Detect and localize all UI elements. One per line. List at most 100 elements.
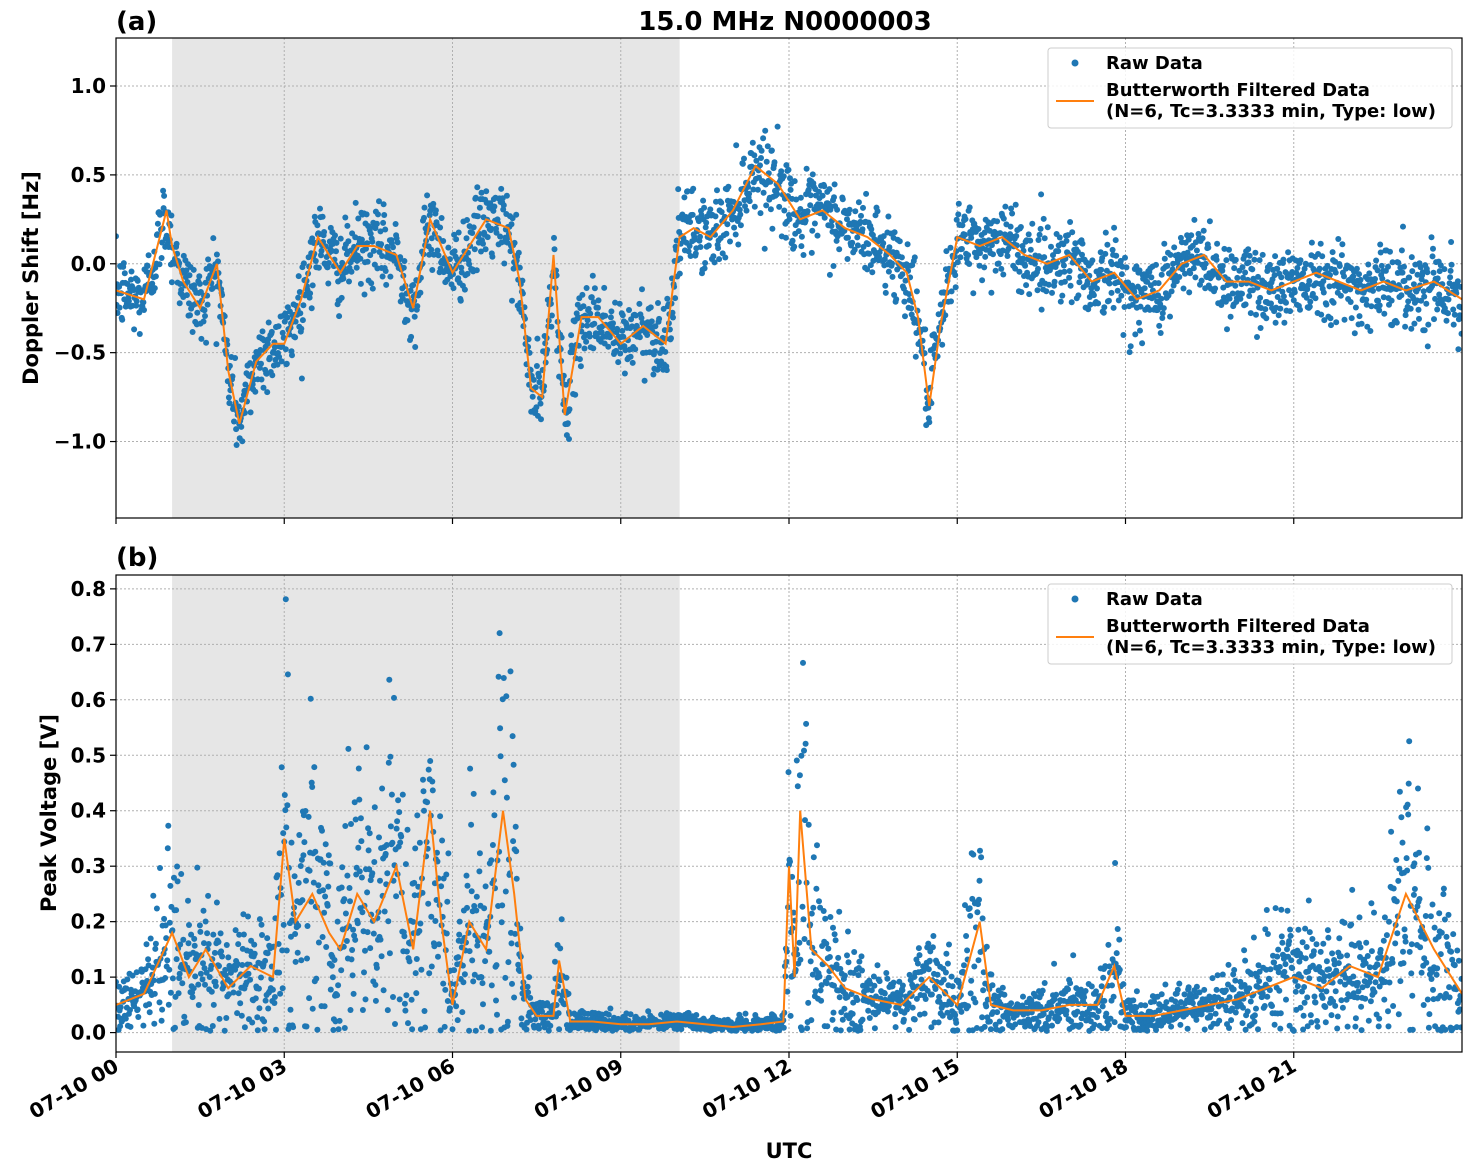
raw-point-b xyxy=(988,1026,994,1032)
raw-point-b xyxy=(489,982,495,988)
raw-point-a xyxy=(886,269,892,275)
raw-point-a xyxy=(733,232,739,238)
raw-point-b xyxy=(814,842,820,848)
raw-point-b xyxy=(813,886,819,892)
raw-point-b xyxy=(224,942,230,948)
raw-point-a xyxy=(364,211,370,217)
raw-point-b xyxy=(965,1003,971,1009)
y-tick-label-a-3: −0.5 xyxy=(54,341,106,365)
raw-point-a xyxy=(1423,301,1429,307)
raw-point-b xyxy=(174,864,180,870)
raw-point-b xyxy=(743,1011,749,1017)
raw-point-b xyxy=(994,1009,1000,1015)
raw-point-b xyxy=(786,769,792,775)
raw-point-a xyxy=(775,124,781,130)
raw-point-a xyxy=(981,264,987,270)
raw-point-a xyxy=(157,261,163,267)
raw-point-b xyxy=(218,948,224,954)
raw-point-a xyxy=(1068,283,1074,289)
raw-point-b xyxy=(265,950,271,956)
raw-point-b xyxy=(292,873,298,879)
raw-point-a xyxy=(993,268,999,274)
raw-point-b xyxy=(1318,949,1324,955)
raw-point-a xyxy=(1276,312,1282,318)
raw-point-b xyxy=(817,974,823,980)
raw-point-b xyxy=(457,919,463,925)
raw-point-a xyxy=(805,208,811,214)
raw-point-a xyxy=(608,308,614,314)
raw-point-b xyxy=(1049,1023,1055,1029)
raw-point-b xyxy=(1301,984,1307,990)
raw-point-a xyxy=(1379,263,1385,269)
raw-point-b xyxy=(481,905,487,911)
raw-point-a xyxy=(313,258,319,264)
raw-point-a xyxy=(831,263,837,269)
raw-point-a xyxy=(849,240,855,246)
raw-point-a xyxy=(374,221,380,227)
raw-point-b xyxy=(255,1027,261,1033)
raw-point-a xyxy=(1042,235,1048,241)
raw-point-b xyxy=(851,949,857,955)
raw-point-a xyxy=(1408,306,1414,312)
raw-point-b xyxy=(1100,975,1106,981)
raw-point-a xyxy=(885,214,891,220)
raw-point-a xyxy=(882,283,888,289)
raw-point-a xyxy=(820,193,826,199)
raw-point-a xyxy=(1036,237,1042,243)
raw-point-b xyxy=(943,951,949,957)
raw-point-a xyxy=(1321,290,1327,296)
raw-point-a xyxy=(590,273,596,279)
raw-point-b xyxy=(262,958,268,964)
raw-point-b xyxy=(280,985,286,991)
raw-point-b xyxy=(389,792,395,798)
raw-point-a xyxy=(1405,298,1411,304)
raw-point-b xyxy=(1083,988,1089,994)
raw-point-a xyxy=(725,184,731,190)
raw-point-b xyxy=(886,1003,892,1009)
raw-point-a xyxy=(1253,312,1259,318)
raw-point-a xyxy=(566,436,572,442)
raw-point-b xyxy=(282,792,288,798)
raw-point-b xyxy=(336,1026,342,1032)
y-tick-label-a-2: 0.0 xyxy=(71,252,106,276)
raw-point-a xyxy=(1272,253,1278,259)
raw-point-a xyxy=(380,274,386,280)
raw-point-b xyxy=(552,959,558,965)
raw-point-a xyxy=(1181,286,1187,292)
raw-point-a xyxy=(534,363,540,369)
raw-point-b xyxy=(1308,1019,1314,1025)
raw-point-a xyxy=(239,438,245,444)
raw-point-b xyxy=(808,1017,814,1023)
raw-point-b xyxy=(831,1010,837,1016)
raw-point-b xyxy=(857,1027,863,1033)
raw-point-a xyxy=(1156,323,1162,329)
raw-point-a xyxy=(1455,346,1461,352)
raw-point-a xyxy=(581,303,587,309)
raw-point-a xyxy=(776,204,782,210)
raw-point-a xyxy=(1106,298,1112,304)
raw-point-a xyxy=(1247,253,1253,259)
raw-point-b xyxy=(217,1016,223,1022)
raw-point-a xyxy=(497,234,503,240)
raw-point-a xyxy=(1273,320,1279,326)
raw-point-a xyxy=(592,285,598,291)
raw-point-b xyxy=(332,957,338,963)
raw-point-b xyxy=(295,923,301,929)
raw-point-b xyxy=(936,1019,942,1025)
raw-point-b xyxy=(493,998,499,1004)
raw-point-a xyxy=(1167,314,1173,320)
raw-point-a xyxy=(1379,276,1385,282)
raw-point-b xyxy=(930,944,936,950)
raw-point-a xyxy=(652,348,658,354)
raw-point-a xyxy=(1158,296,1164,302)
raw-point-a xyxy=(187,312,193,318)
raw-point-a xyxy=(1319,253,1325,259)
raw-point-a xyxy=(707,206,713,212)
raw-point-a xyxy=(1297,307,1303,313)
raw-point-a xyxy=(579,292,585,298)
raw-point-b xyxy=(347,898,353,904)
raw-point-a xyxy=(763,202,769,208)
raw-point-b xyxy=(1279,940,1285,946)
raw-point-b xyxy=(798,753,804,759)
raw-point-b xyxy=(352,937,358,943)
